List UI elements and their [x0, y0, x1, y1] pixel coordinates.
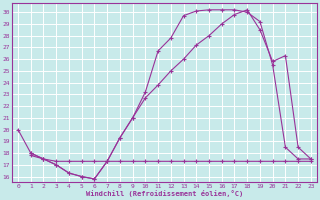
- X-axis label: Windchill (Refroidissement éolien,°C): Windchill (Refroidissement éolien,°C): [86, 190, 243, 197]
